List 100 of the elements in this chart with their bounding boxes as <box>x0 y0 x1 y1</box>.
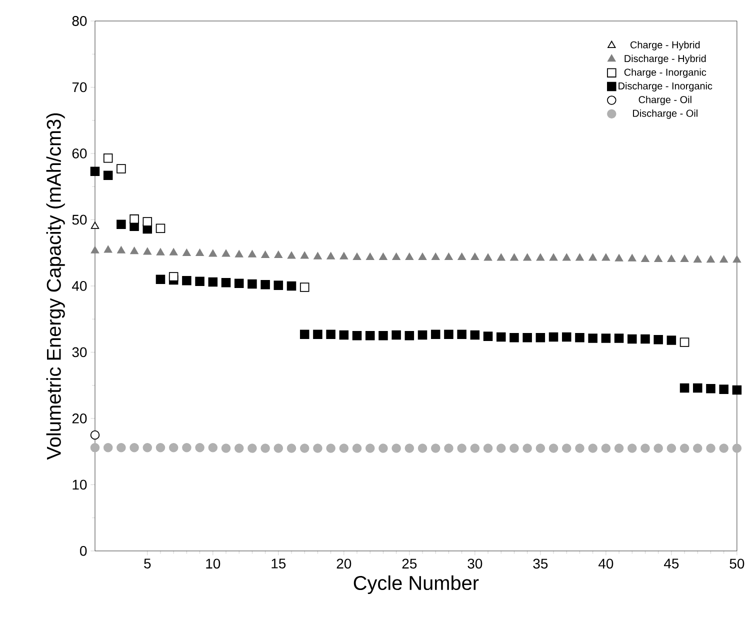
point <box>706 384 716 394</box>
point <box>168 272 178 282</box>
point <box>470 330 480 340</box>
point <box>392 252 400 260</box>
legend-label: Discharge - Oil <box>633 110 698 119</box>
point <box>457 330 466 339</box>
point <box>680 444 690 453</box>
point <box>117 246 126 254</box>
point <box>116 164 126 174</box>
x-tick-label: 10 <box>206 558 220 569</box>
point <box>300 252 309 259</box>
point <box>680 383 690 393</box>
point <box>732 385 742 395</box>
point <box>196 248 204 256</box>
y-tick-label: 70 <box>72 82 87 92</box>
point <box>378 331 388 340</box>
point <box>522 444 532 453</box>
point <box>680 254 689 262</box>
point <box>404 444 414 453</box>
point <box>90 430 100 440</box>
point <box>418 330 428 340</box>
point <box>221 278 231 288</box>
point <box>444 252 453 260</box>
point <box>430 330 440 339</box>
point <box>300 282 310 292</box>
x-tick-label: 30 <box>468 558 482 569</box>
point <box>90 246 100 254</box>
point <box>418 252 427 260</box>
point <box>536 333 546 342</box>
point <box>366 252 374 260</box>
point <box>340 252 348 260</box>
point <box>300 444 310 453</box>
point <box>168 443 178 452</box>
point <box>392 330 401 340</box>
x-tick-label: 15 <box>272 558 286 568</box>
point <box>680 338 690 347</box>
point <box>208 443 218 452</box>
point <box>103 443 113 452</box>
point <box>130 246 138 254</box>
point <box>432 252 440 260</box>
point <box>430 444 440 453</box>
legend-label: Discharge - Hybrid <box>624 54 706 64</box>
point <box>130 443 139 452</box>
point <box>326 444 336 453</box>
point <box>640 444 650 453</box>
point <box>274 280 284 290</box>
point <box>641 254 650 262</box>
point <box>628 254 636 262</box>
point <box>667 254 676 262</box>
point <box>484 254 492 261</box>
point <box>379 252 388 260</box>
point <box>654 254 662 262</box>
point <box>365 331 375 340</box>
point <box>562 254 571 261</box>
point <box>496 444 506 453</box>
point <box>483 332 493 341</box>
point <box>143 248 152 255</box>
point <box>720 256 728 263</box>
point <box>418 444 428 453</box>
point <box>195 443 204 452</box>
point <box>548 332 558 342</box>
point <box>170 248 178 256</box>
point <box>694 256 702 263</box>
point <box>195 276 204 286</box>
x-axis-title: Cycle Number <box>354 575 479 594</box>
y-tick-label: 0 <box>80 546 87 556</box>
point <box>365 444 375 453</box>
point <box>666 444 676 453</box>
point <box>497 254 506 261</box>
point <box>496 332 506 342</box>
point <box>640 334 650 344</box>
point <box>314 252 322 260</box>
point <box>286 444 296 453</box>
point <box>221 444 231 453</box>
point <box>90 222 100 229</box>
point <box>156 248 165 256</box>
point <box>654 335 663 344</box>
y-tick-label: 10 <box>72 480 87 490</box>
x-tick-label: 5 <box>144 558 151 568</box>
point <box>548 444 558 453</box>
point <box>90 443 100 452</box>
point <box>444 330 454 339</box>
point <box>260 444 270 453</box>
point <box>156 443 166 452</box>
point <box>313 330 322 339</box>
point <box>235 250 244 258</box>
point <box>313 444 322 453</box>
point <box>116 443 126 452</box>
point <box>614 334 624 343</box>
point <box>182 276 192 286</box>
point <box>457 444 466 453</box>
point <box>523 254 532 261</box>
legend-label: Charge - Hybrid <box>630 41 700 50</box>
point <box>614 444 624 453</box>
point <box>260 280 270 290</box>
x-tick-label: 45 <box>664 558 679 568</box>
point <box>142 443 152 452</box>
y-axis-title: Volumetric Energy Capacity (mAh/cm3) <box>46 113 65 460</box>
point <box>339 444 349 453</box>
point <box>339 330 349 340</box>
